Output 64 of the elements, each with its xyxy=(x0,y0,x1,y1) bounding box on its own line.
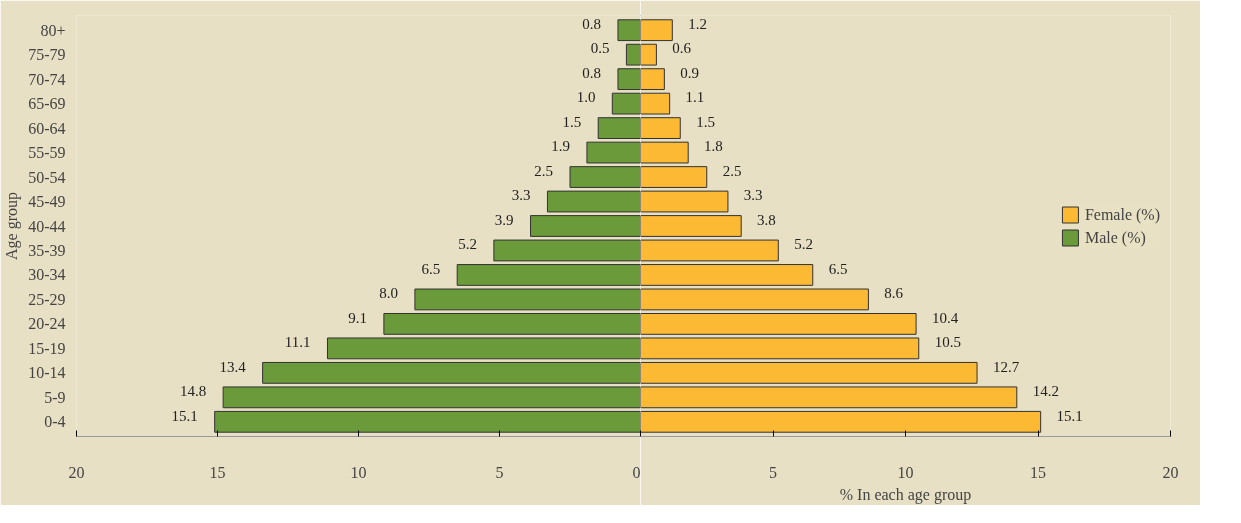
data-label: 1.2 xyxy=(688,15,707,32)
legend-label: Male (%) xyxy=(1084,228,1146,246)
y-tick-label: 65-69 xyxy=(28,95,66,113)
y-tick-label: 40-44 xyxy=(28,217,66,235)
data-label: 9.1 xyxy=(348,309,367,326)
y-tick-label: 20-24 xyxy=(28,315,66,333)
data-label: 1.1 xyxy=(685,89,705,106)
data-label: 3.9 xyxy=(494,211,514,228)
y-tick-label: 55-59 xyxy=(28,144,66,162)
y-tick-label: 45-49 xyxy=(28,193,66,211)
data-label: 10.4 xyxy=(932,309,959,326)
data-label: 3.8 xyxy=(757,211,776,228)
x-tick-label: 20 xyxy=(1162,463,1179,481)
data-label: 6.5 xyxy=(828,260,848,277)
data-label: 0.9 xyxy=(680,64,699,81)
data-label: 5.2 xyxy=(458,236,477,253)
legend-label: Female (%) xyxy=(1084,205,1160,223)
x-tick-label: 15 xyxy=(209,463,226,481)
data-label: 1.5 xyxy=(562,113,582,130)
data-label: 2.5 xyxy=(534,162,554,179)
x-tick-label: 5 xyxy=(495,463,504,481)
data-label: 1.0 xyxy=(576,89,596,106)
y-axis-title: Age group xyxy=(3,192,22,260)
data-label: 0.8 xyxy=(582,15,602,32)
y-tick-label: 15-19 xyxy=(28,339,66,357)
data-label: 6.5 xyxy=(421,260,441,277)
data-label: 1.8 xyxy=(704,138,723,155)
data-label: 3.3 xyxy=(511,187,531,204)
x-tick-label: 5 xyxy=(769,463,777,481)
y-tick-label: 50-54 xyxy=(28,168,66,186)
data-label: 1.5 xyxy=(696,113,715,130)
y-tick-label: 75-79 xyxy=(28,46,66,64)
y-tick-label: 0-4 xyxy=(44,413,66,431)
y-tick-label: 5-9 xyxy=(44,388,66,406)
y-tick-label: 35-39 xyxy=(28,241,66,259)
data-label: 10.5 xyxy=(934,334,961,351)
x-axis-title: % In each age group xyxy=(839,485,972,504)
data-label: 11.1 xyxy=(284,334,311,351)
data-label: 0.5 xyxy=(590,40,610,57)
x-tick-label: 10 xyxy=(897,463,914,481)
data-label: 1.9 xyxy=(551,138,570,155)
y-tick-label: 70-74 xyxy=(28,70,66,88)
data-label: 8.0 xyxy=(379,285,398,302)
data-label: 14.8 xyxy=(179,383,207,400)
y-tick-label: 25-29 xyxy=(28,290,66,308)
y-tick-label: 30-34 xyxy=(28,266,66,284)
data-label: 13.4 xyxy=(219,358,247,375)
y-tick-label: 60-64 xyxy=(28,119,66,137)
y-tick-label: 80+ xyxy=(40,21,66,39)
data-label: 0.6 xyxy=(672,40,692,57)
data-label: 15.1 xyxy=(1056,407,1083,424)
x-tick-label: 0 xyxy=(632,463,641,481)
data-label: 15.1 xyxy=(171,407,198,424)
data-label: 14.2 xyxy=(1032,383,1059,400)
data-label: 8.6 xyxy=(884,285,904,302)
x-tick-label: 15 xyxy=(1030,463,1046,481)
data-label: 3.3 xyxy=(743,187,763,204)
x-tick-label: 10 xyxy=(350,463,367,481)
y-tick-label: 10-14 xyxy=(28,364,66,382)
data-label: 2.5 xyxy=(722,162,742,179)
data-label: 0.8 xyxy=(582,64,602,81)
x-tick-label: 20 xyxy=(68,463,85,481)
data-label: 12.7 xyxy=(992,358,1020,375)
data-label: 5.2 xyxy=(794,236,813,253)
